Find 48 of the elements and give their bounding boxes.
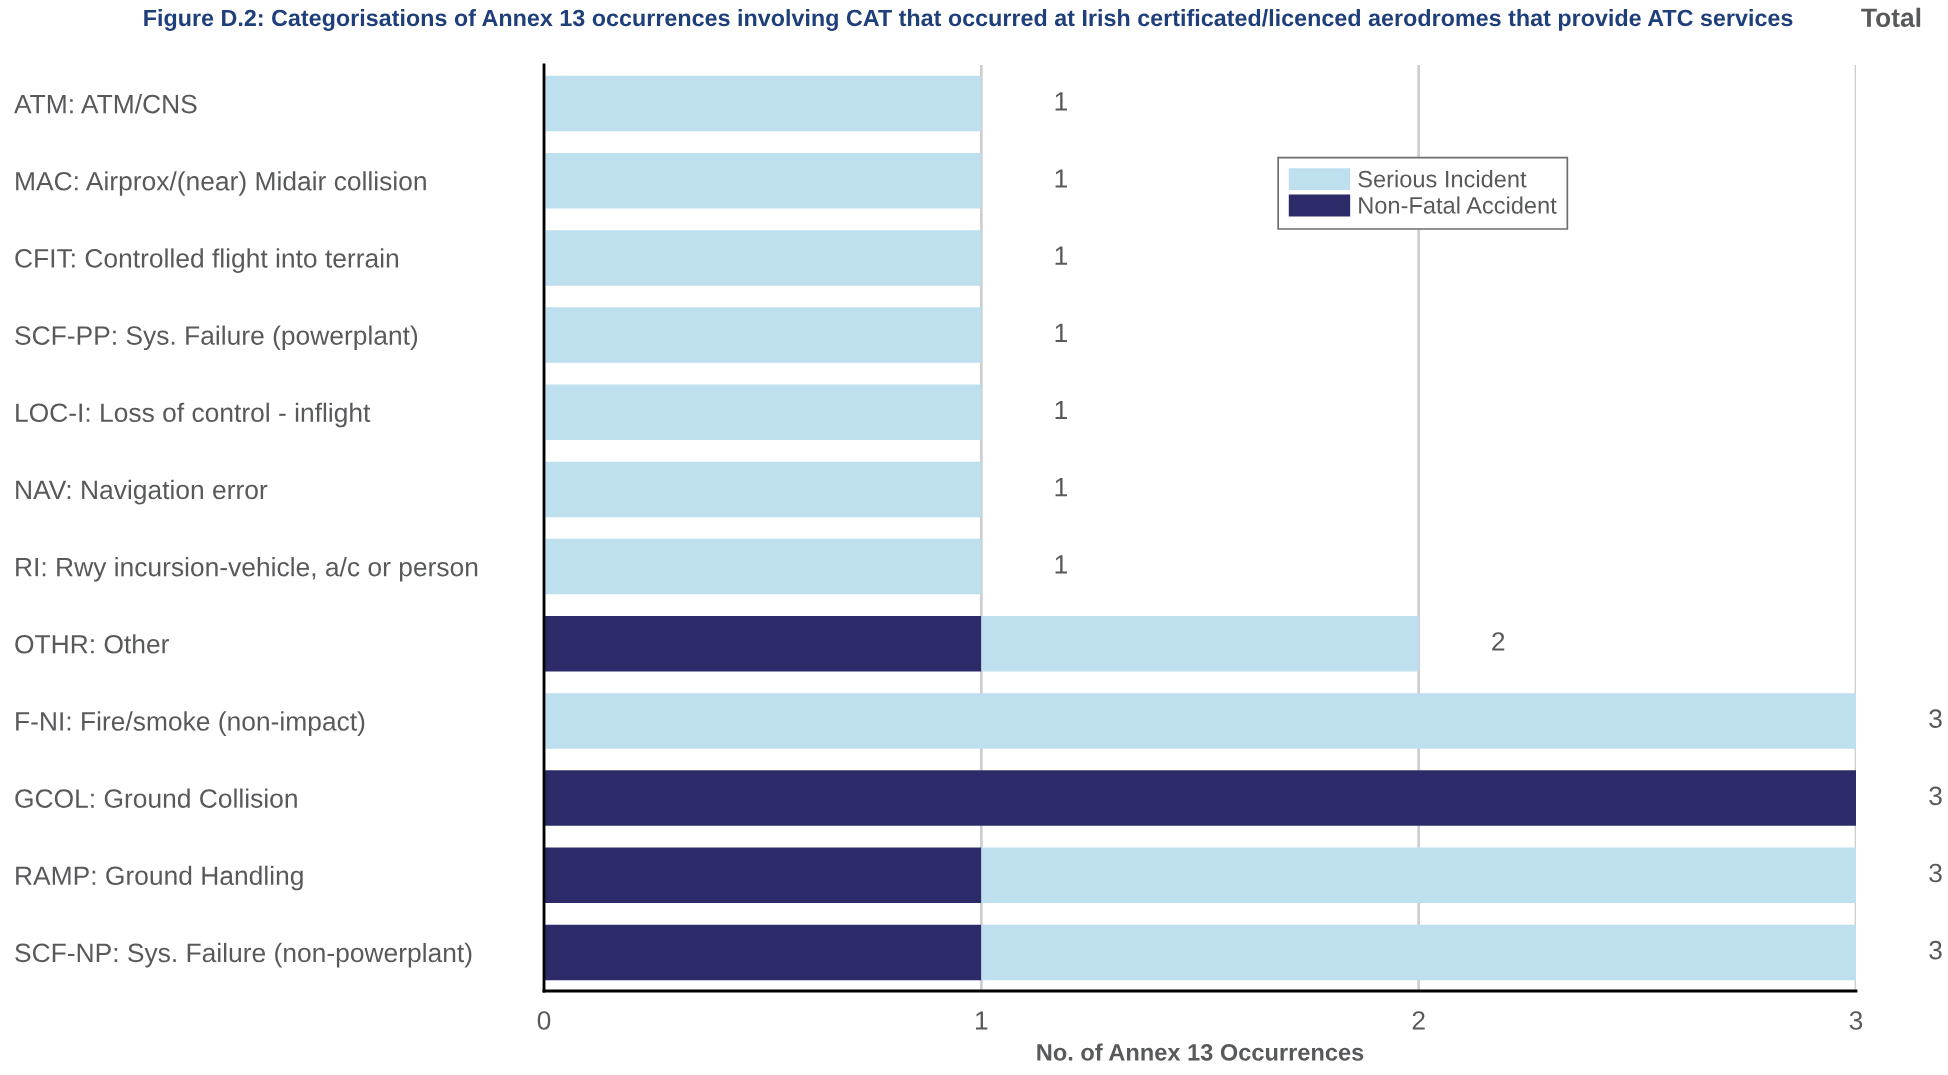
total-label: 1 [1055,246,1067,265]
bar [544,924,982,981]
x-tick-label: 1 [976,1011,988,1030]
bar [544,615,982,672]
total-label: 2 [1492,632,1505,651]
text: Total [1861,7,1921,28]
y-tick-label: RI: Rwy incursion-vehicle, a/c or person [16,557,478,582]
total-label: 1 [1055,478,1067,497]
y-tick-label: NAV: Navigation error [16,479,268,505]
bar [981,615,1419,672]
x-tick-label: 2 [1412,1011,1425,1030]
total-label: 3 [1929,786,1942,806]
bar [544,770,1856,826]
y-tick-label: OTHR: Other [15,634,169,654]
y-tick-label: LOC-I: Loss of control - inflight [16,402,371,428]
y-tick-label: GCOL: Ground Collision [15,788,297,808]
x-tick-label: 3 [1849,1011,1863,1030]
bar [544,384,982,441]
y-tick-label: RAMP: Ground Handling [16,865,303,891]
y-tick-label: MAC: Airprox/(near) Midair collision [16,171,426,196]
bar [544,693,1856,749]
bar [544,230,982,286]
total-label: 1 [1055,400,1067,420]
y-tick-label: SCF-PP: Sys. Failure (powerplant) [15,325,418,351]
chart-title: Figure D.2: Categorisations of Annex 13 occurrences involving CAT that occurred at Irish certificated/licenced aerodromes that provide ATC services [144,9,1793,31]
x-axis-title: No. of Annex 13 Occurrences [1037,1043,1364,1061]
bar [544,461,982,518]
total-label: 3 [1929,709,1942,728]
total-label: 1 [1055,92,1067,111]
bar [981,847,1856,904]
bar [544,152,982,209]
legend-label: Non-Fatal Accident [1359,196,1557,214]
total-label: 3 [1929,940,1942,960]
bar [544,847,982,904]
y-tick-label: ATM: ATM/CNS [14,94,197,114]
bar [544,307,982,363]
bar [544,75,982,132]
total-label: 3 [1929,863,1942,883]
total-label: 1 [1055,169,1067,188]
bar [981,924,1856,981]
y-tick-label: F-NI: Fire/smoke (non-impact) [16,711,365,736]
legend-label: Serious Incident [1358,170,1527,188]
total-label: 1 [1055,323,1067,342]
x-tick-label: 0 [537,1011,551,1030]
y-tick-label: SCF-NP: Sys. Failure (non-powerplant) [15,942,472,968]
total-label: 1 [1055,555,1067,574]
bar [544,538,982,595]
y-tick-label: CFIT: Controlled flight into terrain [15,248,399,273]
